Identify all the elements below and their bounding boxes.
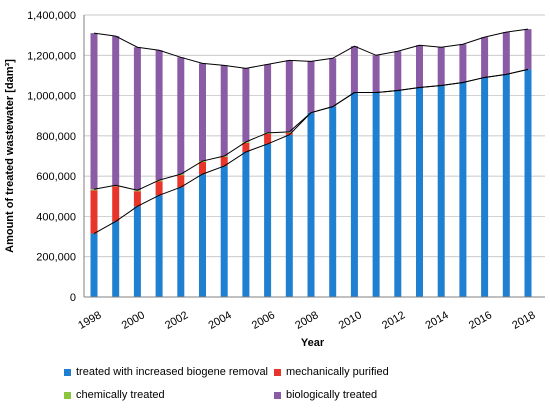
bar-2001-series-0 [155,195,163,297]
y-tick-label: 200,000 [36,252,76,264]
legend-swatch [64,391,71,399]
bar-1999-series-3 [112,36,120,186]
x-axis-title: Year [301,337,325,349]
bar-2001-series-3 [155,50,163,181]
bar-2000-series-3 [133,47,141,191]
bar-2011-series-0 [372,92,380,297]
x-tick-label: 2012 [380,309,407,332]
x-tick-label: 2004 [206,309,233,332]
y-tick-label: 1,400,000 [27,10,76,22]
bar-2006-series-3 [264,64,272,133]
bar-2016-series-3 [481,37,489,78]
legend-swatch [274,368,281,376]
x-tick-label: 1998 [76,309,103,332]
bar-1998-series-3 [90,33,98,190]
x-tick-label: 2018 [510,309,537,332]
legend-item-3: biologically treated [274,389,377,401]
bar-1998-series-1 [90,190,98,234]
y-tick-labels: 0 200,000 400,000 600,000 800,000 1,000,000 1,… [27,10,76,304]
bar-1999-series-0 [112,221,120,297]
bar-2007-series-2 [285,131,293,133]
y-tick-label: 1,200,000 [27,50,76,62]
bar-2005-series-3 [242,68,250,142]
bars [90,29,532,298]
bar-2002-series-1 [177,175,185,188]
mechanical-line [93,68,529,191]
bar-2010-series-0 [350,92,358,297]
x-tick-label: 2002 [163,309,190,332]
chart-canvas: 0 200,000 400,000 600,000 800,000 1,000,000 1,… [4,10,545,349]
bar-2014-series-3 [437,47,445,86]
bar-2009-series-0 [329,106,337,298]
x-tick-label: 2006 [250,309,277,332]
bar-2001-series-1 [155,181,163,196]
bar-2011-series-3 [372,55,380,93]
bar-1998-series-0 [90,233,98,297]
x-tick-label: 2008 [293,309,320,332]
bar-2018-series-3 [524,29,532,70]
bar-2015-series-0 [459,82,467,297]
x-tick-label: 2010 [337,309,364,332]
bar-2004-series-3 [220,65,228,156]
x-tick-label: 2014 [423,309,450,332]
trend-lines [93,28,529,234]
y-tick-label: 800,000 [36,131,76,143]
bar-2006-series-1 [264,133,272,144]
bar-2003-series-3 [199,63,206,162]
bar-2017-series-0 [502,74,510,298]
bar-2002-series-3 [177,57,185,175]
bar-2015-series-3 [459,44,467,83]
bar-2003-series-1 [199,162,206,175]
bar-2008-series-3 [307,61,315,113]
legend-label: mechanically purified [286,366,389,378]
bar-2004-series-0 [220,166,228,297]
bar-2005-series-1 [242,142,250,152]
bar-2007-series-0 [285,134,293,297]
legend-label: chemically treated [76,389,165,401]
bar-2000-series-1 [133,191,141,207]
bar-2003-series-0 [199,174,206,297]
bar-2002-series-0 [177,187,185,297]
bar-2013-series-0 [416,87,423,297]
x-tick-label: 2000 [120,309,147,332]
bar-2005-series-0 [242,151,250,297]
x-tick-labels: 1998 2000 2002 2004 2006 2008 2010 2012 2014 2016… [76,309,537,332]
bar-2014-series-0 [437,85,445,297]
legend-item-2: chemically treated [64,389,165,401]
legend-swatch [274,391,281,399]
bar-2007-series-1 [285,132,293,135]
x-tick-label: 2016 [467,309,494,332]
legend-swatch [64,368,71,376]
bar-2004-series-1 [220,157,228,167]
bar-2008-series-0 [307,112,315,297]
y-axis-title: Amount of treated wastewater [dam³] [4,59,16,253]
bar-2006-series-0 [264,143,272,297]
legend-label: biologically treated [286,389,378,401]
bar-2017-series-3 [502,32,510,75]
total-line [93,28,529,69]
legend-item-1: mechanically purified [274,366,389,378]
y-tick-label: 0 [70,292,76,304]
bar-2013-series-3 [416,45,423,88]
bar-2012-series-3 [394,51,402,91]
bar-1998-series-2 [90,189,98,191]
axes [83,15,545,298]
bar-2012-series-0 [394,90,402,298]
bar-2009-series-3 [329,58,337,107]
y-tick-label: 1,000,000 [27,91,76,103]
bar-2016-series-0 [481,77,489,297]
bar-1999-series-1 [112,186,120,222]
bar-2018-series-0 [524,69,532,297]
bar-2007-series-3 [285,60,293,132]
y-tick-label: 400,000 [36,211,76,223]
y-tick-label: 600,000 [36,171,76,183]
legend-label: treated with increased biogene removal [76,366,269,378]
legend-item-0: treated with increased biogene removal [64,366,268,378]
bar-2000-series-0 [133,206,141,297]
bar-2010-series-3 [350,46,358,93]
